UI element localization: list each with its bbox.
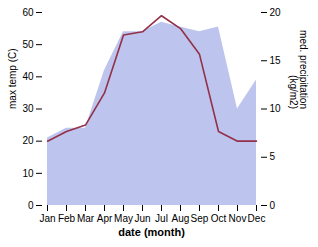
svg-text:Mar: Mar — [77, 213, 95, 224]
svg-text:50: 50 — [22, 39, 34, 50]
svg-text:0: 0 — [28, 200, 34, 211]
svg-text:Jul: Jul — [155, 213, 168, 224]
svg-text:40: 40 — [22, 71, 34, 82]
svg-text:May: May — [114, 213, 133, 224]
svg-text:60: 60 — [22, 7, 34, 18]
svg-text:10: 10 — [270, 103, 282, 114]
svg-text:10: 10 — [22, 168, 34, 179]
svg-text:30: 30 — [22, 103, 34, 114]
svg-text:Feb: Feb — [58, 213, 76, 224]
svg-text:20: 20 — [22, 135, 34, 146]
svg-text:Apr: Apr — [97, 213, 113, 224]
svg-text:med. precipitation(kg/m2): med. precipitation(kg/m2) — [288, 30, 309, 109]
svg-text:Dec: Dec — [248, 213, 266, 224]
svg-text:max temp (C): max temp (C) — [7, 48, 18, 109]
svg-text:Jan: Jan — [39, 213, 55, 224]
svg-text:0: 0 — [270, 200, 276, 211]
svg-text:Sep: Sep — [191, 213, 209, 224]
svg-text:20: 20 — [270, 7, 282, 18]
svg-text:Aug: Aug — [172, 213, 190, 224]
svg-text:5: 5 — [270, 151, 276, 162]
svg-text:15: 15 — [270, 55, 282, 66]
svg-text:Jun: Jun — [134, 213, 150, 224]
svg-text:date (month): date (month) — [118, 226, 185, 238]
svg-text:Oct: Oct — [211, 213, 227, 224]
svg-text:Nov: Nov — [229, 213, 247, 224]
